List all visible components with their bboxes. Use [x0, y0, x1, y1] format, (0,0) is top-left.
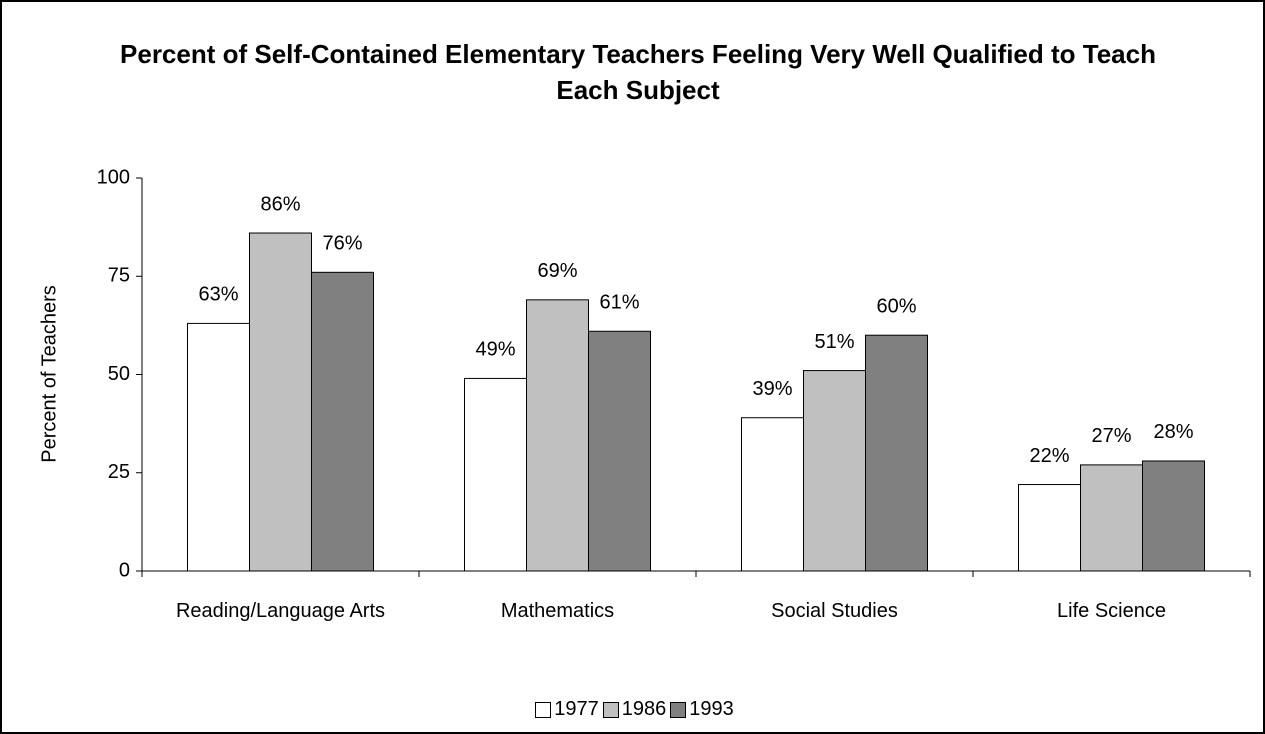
data-label: 76%: [322, 233, 362, 255]
data-label: 27%: [1091, 425, 1131, 447]
bar: [588, 330, 651, 572]
legend-swatch: [535, 701, 552, 718]
legend-item: 1986: [602, 698, 667, 721]
data-label: 51%: [814, 331, 854, 353]
legend-item: 1993: [670, 698, 734, 721]
y-tick-label: 50: [108, 363, 130, 385]
bar: [1080, 464, 1143, 572]
bar: [741, 417, 804, 572]
bar: [1142, 460, 1205, 572]
data-label: 63%: [198, 284, 238, 306]
bar: [803, 370, 866, 572]
x-tick-label: Mathematics: [500, 600, 615, 622]
data-label: 86%: [260, 193, 300, 215]
y-tick-label: 100: [97, 166, 130, 188]
legend-label: 1993: [689, 698, 734, 720]
data-label: 49%: [475, 339, 515, 361]
legend-label: 1977: [554, 698, 599, 720]
data-label: 28%: [1153, 421, 1193, 443]
legend-swatch: [602, 701, 619, 718]
legend-item: 1977: [535, 698, 599, 721]
bar: [249, 232, 312, 572]
bar: [865, 334, 928, 572]
x-tick-label: Life Science: [1057, 600, 1166, 622]
data-label: 39%: [752, 378, 792, 400]
bar: [464, 377, 527, 572]
bar: [526, 299, 589, 572]
data-label: 22%: [1029, 445, 1069, 467]
bar: [1018, 484, 1081, 572]
data-label: 60%: [876, 295, 916, 317]
data-label: 69%: [537, 260, 577, 282]
data-label: 61%: [599, 292, 639, 314]
legend-label: 1986: [621, 698, 667, 720]
chart-title: Percent of Self-Contained Elementary Tea…: [120, 39, 1156, 105]
y-tick-label: 25: [108, 461, 130, 483]
bar: [187, 322, 250, 572]
y-axis-label: Percent of Teachers: [38, 285, 60, 463]
y-tick-label: 0: [119, 559, 130, 581]
x-tick-label: Reading/Language Arts: [175, 600, 386, 622]
y-tick-label: 75: [108, 265, 130, 287]
bar: [311, 271, 374, 572]
legend: 1977 1986 1993: [2, 698, 1265, 721]
x-tick-label: Social Studies: [771, 600, 898, 622]
legend-swatch: [670, 701, 687, 718]
